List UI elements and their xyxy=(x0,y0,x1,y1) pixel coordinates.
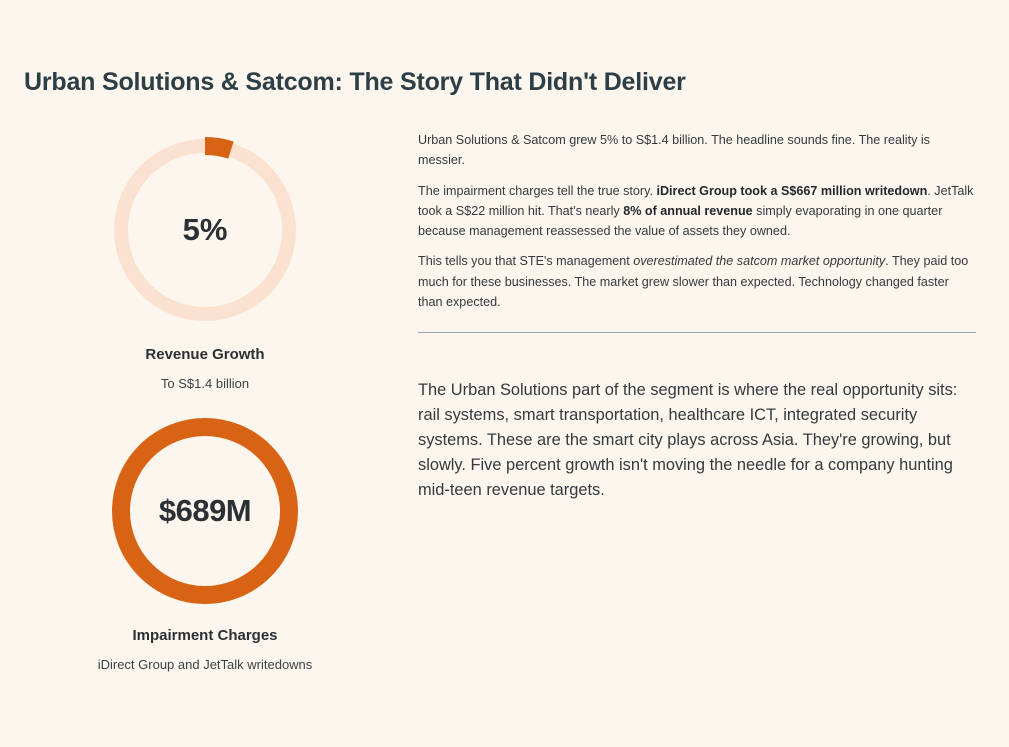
paragraph-impairment-text-3: simply evaporating in one quarter becaus… xyxy=(418,203,943,239)
revenue-growth-ring-fill xyxy=(112,137,298,323)
revenue-growth-metric: 5% Revenue Growth To S$1.4 billion xyxy=(90,136,320,391)
paragraph-growth: Urban Solutions & Satcom grew 5% to S$1.… xyxy=(418,133,930,168)
article-body: Urban Solutions & Satcom grew 5% to S$1.… xyxy=(418,130,976,503)
paragraph-management-italic: overestimated the satcom market opportun… xyxy=(633,254,886,269)
paragraph-management-text-2: . They paid too much for these businesse… xyxy=(418,254,969,310)
revenue-growth-value: 5% xyxy=(182,212,228,247)
impairment-charges-ring-fill xyxy=(112,418,298,604)
urban-solutions-callout: The Urban Solutions part of the segment … xyxy=(418,381,958,500)
paragraph-management: This tells you that STE's management ove… xyxy=(418,251,976,312)
impairment-charges-ring: $689M xyxy=(111,417,299,605)
impairment-charges-sublabel: iDirect Group and JetTalk writedowns xyxy=(97,657,313,672)
section-divider xyxy=(418,332,976,334)
page-title: Urban Solutions & Satcom: The Story That… xyxy=(24,68,686,96)
impairment-charges-metric: $689M Impairment Charges iDirect Group a… xyxy=(90,417,320,672)
revenue-growth-label: Revenue Growth xyxy=(145,346,265,363)
impairment-charges-value: $689M xyxy=(158,493,252,528)
revenue-growth-sublabel: To S$1.4 billion xyxy=(160,376,250,391)
paragraph-impairment: The impairment charges tell the true sto… xyxy=(418,181,976,242)
paragraph-impairment-text-1: The impairment charges tell the true sto… xyxy=(418,183,657,198)
paragraph-impairment-bold-1: iDirect Group took a S$667 million write… xyxy=(656,183,928,198)
paragraph-management-text-1: This tells you that STE's management xyxy=(418,254,634,269)
paragraph-impairment-text-2: . JetTalk took a S$22 million hit. That'… xyxy=(418,183,974,218)
paragraph-impairment-bold-2: 8% of annual revenue xyxy=(623,203,753,218)
revenue-growth-ring: 5% xyxy=(111,136,299,324)
impairment-charges-label: Impairment Charges xyxy=(132,627,278,644)
impairment-charges-ring-chart xyxy=(112,418,298,604)
revenue-growth-ring-chart xyxy=(112,137,298,323)
